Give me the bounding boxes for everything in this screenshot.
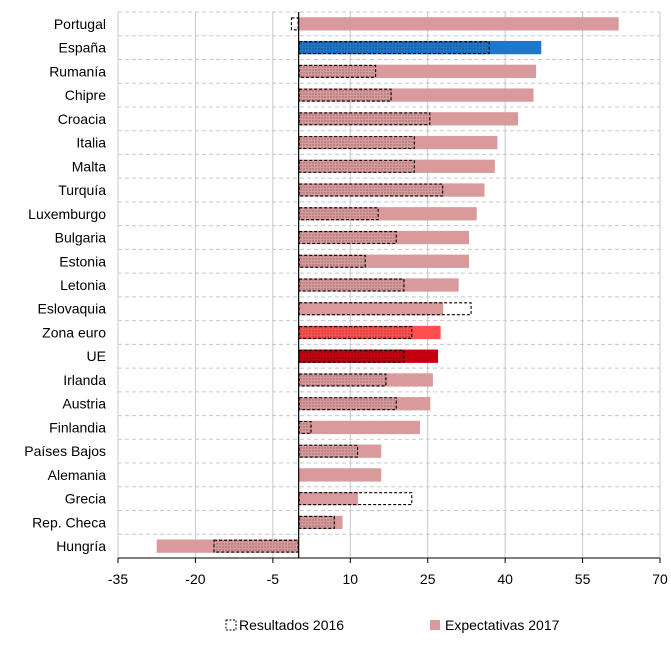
bar-resultados-turquia: [298, 183, 444, 197]
category-label: Chipre: [65, 87, 106, 103]
category-label: Finlandia: [49, 419, 106, 435]
bar-resultados-fill-rep-checa: [298, 516, 335, 529]
x-tick-label: -5: [267, 571, 280, 587]
category-label: Croacia: [58, 111, 106, 127]
category-label: Zona euro: [42, 324, 106, 340]
bar-resultados-italia: [298, 136, 415, 150]
bar-resultados-fill-chipre: [298, 89, 392, 102]
x-tick-label: -35: [108, 571, 128, 587]
category-label: Letonia: [60, 277, 106, 293]
bar-resultados-fill-luxemburgo: [298, 207, 379, 220]
category-label: Austria: [62, 396, 106, 412]
x-tick-label: 25: [420, 571, 436, 587]
category-label: Eslovaquia: [38, 301, 107, 317]
category-label: Turquía: [58, 182, 106, 198]
category-label: Malta: [72, 158, 106, 174]
category-label: Rep. Checa: [32, 514, 106, 530]
bar-expectativas-portugal: [298, 17, 619, 31]
bar-resultados-fill-irlanda: [298, 374, 387, 386]
x-tick-label: -20: [185, 571, 205, 587]
category-label: Grecia: [65, 491, 106, 507]
bar-resultados-malta: [298, 159, 415, 173]
bar-resultados-rep-checa: [298, 515, 335, 529]
legend-swatch-resultados: [225, 619, 237, 631]
category-label: Bulgaria: [55, 230, 107, 246]
bar-expectativas-alemania: [298, 468, 382, 482]
category-label: Rumanía: [49, 63, 106, 79]
category-label: Portugal: [54, 16, 106, 32]
bar-resultados-fill-estonia: [298, 255, 366, 268]
category-label: UE: [87, 348, 106, 364]
bar-resultados-fill-italia: [298, 136, 415, 149]
bar-resultados-fill-malta: [298, 160, 415, 173]
bar-resultados-fill-rumania: [298, 65, 377, 78]
category-label: Alemania: [48, 467, 107, 483]
bar-resultados-portugal: [290, 17, 299, 31]
category-label: España: [59, 40, 107, 56]
x-tick-label: 40: [497, 571, 513, 587]
bar-resultados-fill-ue: [298, 350, 405, 363]
bar-resultados-fill-zona-euro: [298, 326, 413, 339]
legend-label-expectativas: Expectativas 2017: [445, 617, 560, 633]
bar-resultados-fill-croacia: [298, 112, 431, 125]
category-label: Estonia: [59, 253, 106, 269]
bar-resultados-fill-paises-bajos: [298, 445, 359, 458]
bar-resultados-fill-bulgaria: [298, 231, 397, 244]
x-tick-label: 70: [652, 571, 668, 587]
bar-expectativas-eslovaquia: [298, 302, 444, 316]
bar-resultados-fill-turquia: [298, 184, 444, 196]
legend-swatch-expectativas: [430, 620, 440, 630]
category-label: Países Bajos: [24, 443, 106, 459]
bar-resultados-fill-hungria: [213, 540, 299, 553]
legend-item-resultados: Resultados 2016: [225, 617, 344, 633]
category-label: Luxemburgo: [28, 206, 106, 222]
bar-expectativas-finlandia: [298, 420, 420, 435]
category-label: Italia: [76, 135, 106, 151]
legend-label-resultados: Resultados 2016: [239, 617, 344, 633]
bar-resultados-fill-finlandia: [298, 421, 312, 434]
bar-resultados-fill-espana: [298, 41, 490, 54]
category-label: Hungría: [56, 538, 106, 554]
x-tick-label: 55: [575, 571, 591, 587]
bar-resultados-croacia: [298, 112, 431, 126]
legend-item-expectativas: Expectativas 2017: [430, 617, 560, 633]
bar-resultados-fill-austria: [298, 397, 397, 410]
x-tick-label: 10: [342, 571, 358, 587]
category-label: Irlanda: [63, 372, 106, 388]
bar-expectativas-grecia: [298, 492, 359, 506]
bar-resultados-fill-letonia: [298, 279, 405, 291]
